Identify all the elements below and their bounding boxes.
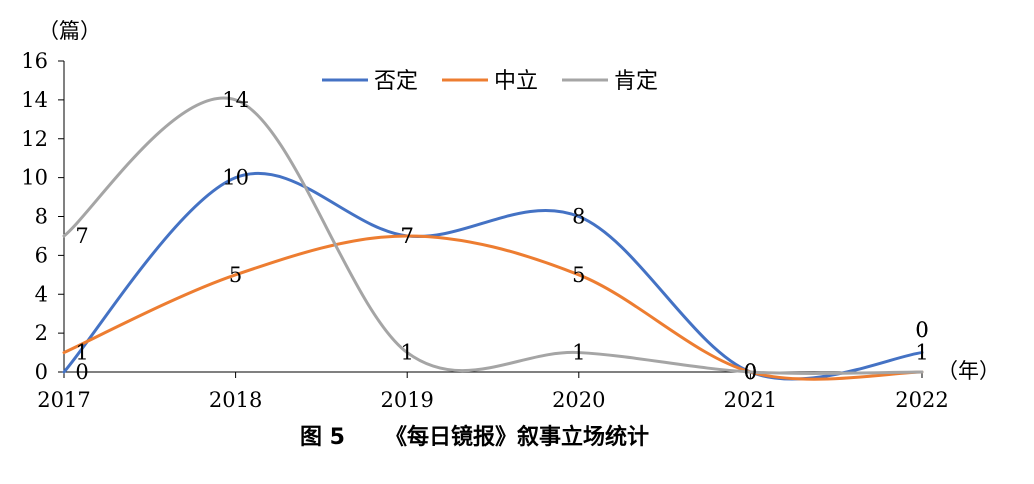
y-tick-label: 8 [35, 205, 48, 229]
x-tick-label: 2017 [37, 388, 90, 412]
data-label: 1 [401, 341, 414, 365]
figure-caption-title: 《每日镜报》叙事立场统计 [385, 424, 649, 450]
data-label: 0 [75, 360, 88, 384]
data-label: 0 [744, 360, 757, 384]
series-line-3 [62, 96, 924, 375]
y-tick-label: 0 [35, 360, 48, 384]
series-layer [62, 96, 924, 381]
x-tick-label: 2019 [380, 388, 433, 412]
data-label: 8 [572, 205, 585, 229]
y-tick-label: 14 [21, 88, 48, 112]
x-tick-label: 2021 [724, 388, 777, 412]
data-label: 1 [915, 341, 928, 365]
series-line-2 [62, 234, 924, 381]
data-label: 0 [744, 360, 757, 384]
legend-label: 中立 [494, 69, 538, 94]
x-tick-label: 2018 [209, 388, 262, 412]
y-axis-unit-label: （篇） [38, 19, 101, 43]
y-tick-label: 4 [35, 282, 48, 306]
y-tick-label: 16 [21, 49, 48, 73]
data-label: 14 [222, 88, 249, 112]
data-label: 0 [744, 360, 757, 384]
data-label: 10 [222, 166, 249, 190]
data-label: 7 [401, 224, 414, 248]
data-label: 7 [401, 224, 414, 248]
x-axis-unit-label: （年） [937, 359, 1000, 383]
data-label: 0 [915, 318, 928, 342]
x-tick-label: 2020 [552, 388, 605, 412]
legend-label: 肯定 [614, 69, 658, 94]
series-line-1 [62, 171, 924, 381]
y-tick-label: 2 [35, 321, 48, 345]
y-tick-label: 10 [21, 166, 48, 190]
data-label: 7 [75, 224, 88, 248]
data-label: 5 [229, 263, 242, 287]
figure-caption-number: 图 5 [300, 425, 345, 450]
legend-label: 否定 [374, 69, 418, 94]
legend: 否定 中立 肯定 [322, 69, 658, 94]
y-tick-label: 6 [35, 243, 48, 267]
x-tick-label: 2022 [895, 388, 948, 412]
data-label: 5 [572, 263, 585, 287]
data-label: 0 [915, 318, 928, 342]
y-tick-label: 12 [21, 127, 48, 151]
data-label: 1 [572, 341, 585, 365]
data-label: 1 [75, 341, 88, 365]
